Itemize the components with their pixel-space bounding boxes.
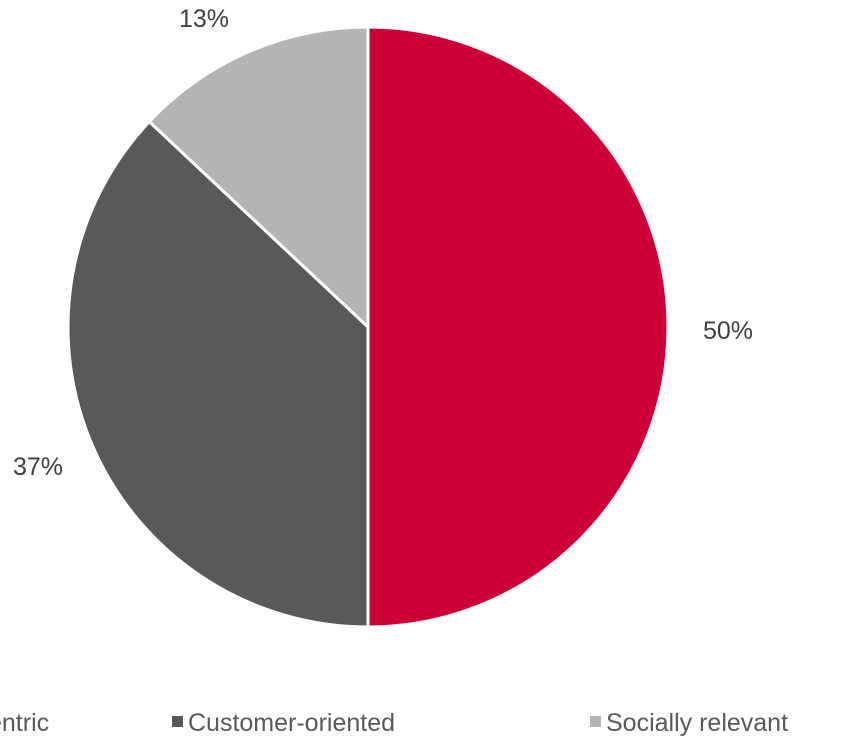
legend-label-1: entric	[0, 709, 49, 737]
pie-slice-2	[66, 120, 370, 629]
legend-label-3: Socially relevant	[606, 709, 788, 737]
legend-marker-3	[590, 716, 601, 727]
pie-slice-3	[147, 25, 370, 329]
data-label-3: 13%	[179, 5, 229, 33]
pie-slice-1	[366, 25, 670, 629]
data-label-1: 50%	[703, 317, 753, 345]
data-label-2: 37%	[13, 453, 63, 481]
legend-label-2: Customer-oriented	[188, 709, 395, 737]
pie-slices	[66, 25, 670, 629]
legend: entric Customer-oriented Socially relevant	[0, 709, 788, 737]
pie-data-labels: 50% 37% 13%	[13, 5, 753, 481]
legend-marker-2	[172, 716, 183, 727]
